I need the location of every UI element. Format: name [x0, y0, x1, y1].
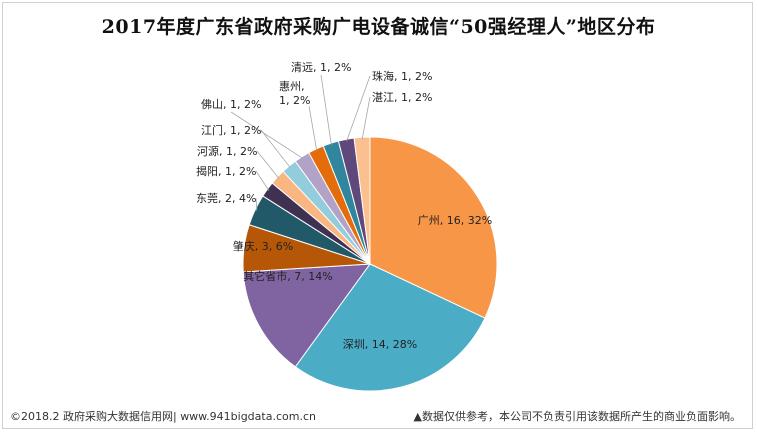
slice-label-8: 江门, 1, 2%	[201, 123, 261, 137]
leader-line-6	[255, 170, 270, 191]
chart-frame	[2, 2, 753, 429]
slice-label-2: 深圳, 14, 28%	[343, 338, 417, 351]
slice-label-3: 其它省市, 7, 14%	[243, 269, 332, 283]
pie-slice-13	[353, 136, 371, 265]
leader-line-5	[255, 197, 258, 211]
slice-label-12: 珠海, 1, 2%	[372, 69, 432, 83]
leader-line-9	[230, 111, 304, 159]
footer-source: ©2018.2 政府采购大数据信用网| www.941bigdata.com.c…	[10, 410, 316, 423]
leader-line-7	[256, 150, 280, 179]
pie-slice-3	[242, 263, 372, 368]
slice-label-13: 湛江, 1, 2%	[372, 91, 432, 104]
leader-line-10	[308, 105, 318, 151]
pie-slice-1	[369, 136, 498, 319]
slice-label-11: 清远, 1, 2%	[291, 61, 351, 74]
slice-label-4: 肇庆, 3, 6%	[233, 239, 293, 253]
slice-label-6: 揭阳, 1, 2%	[196, 164, 256, 178]
slice-label-7: 河源, 1, 2%	[197, 144, 257, 158]
slice-label-1: 广州, 16, 32%	[418, 214, 492, 227]
chart-title: 2017年度广东省政府采购广电设备诚信“50强经理人”地区分布	[101, 16, 656, 38]
slice-label-10: 惠州, 1, 2%	[279, 79, 310, 107]
slice-label-5: 东莞, 2, 4%	[196, 192, 256, 205]
footer-disclaimer: ▲数据仅供参考，本公司不负责引用该数据所产生的商业负面影响。	[413, 410, 741, 423]
pie-slice-2	[294, 263, 486, 392]
leader-line-12	[346, 75, 371, 142]
leader-line-13	[361, 96, 371, 140]
leader-line-8	[260, 129, 291, 168]
leader-line-11	[320, 74, 332, 146]
slice-label-9: 佛山, 1, 2%	[201, 98, 261, 111]
